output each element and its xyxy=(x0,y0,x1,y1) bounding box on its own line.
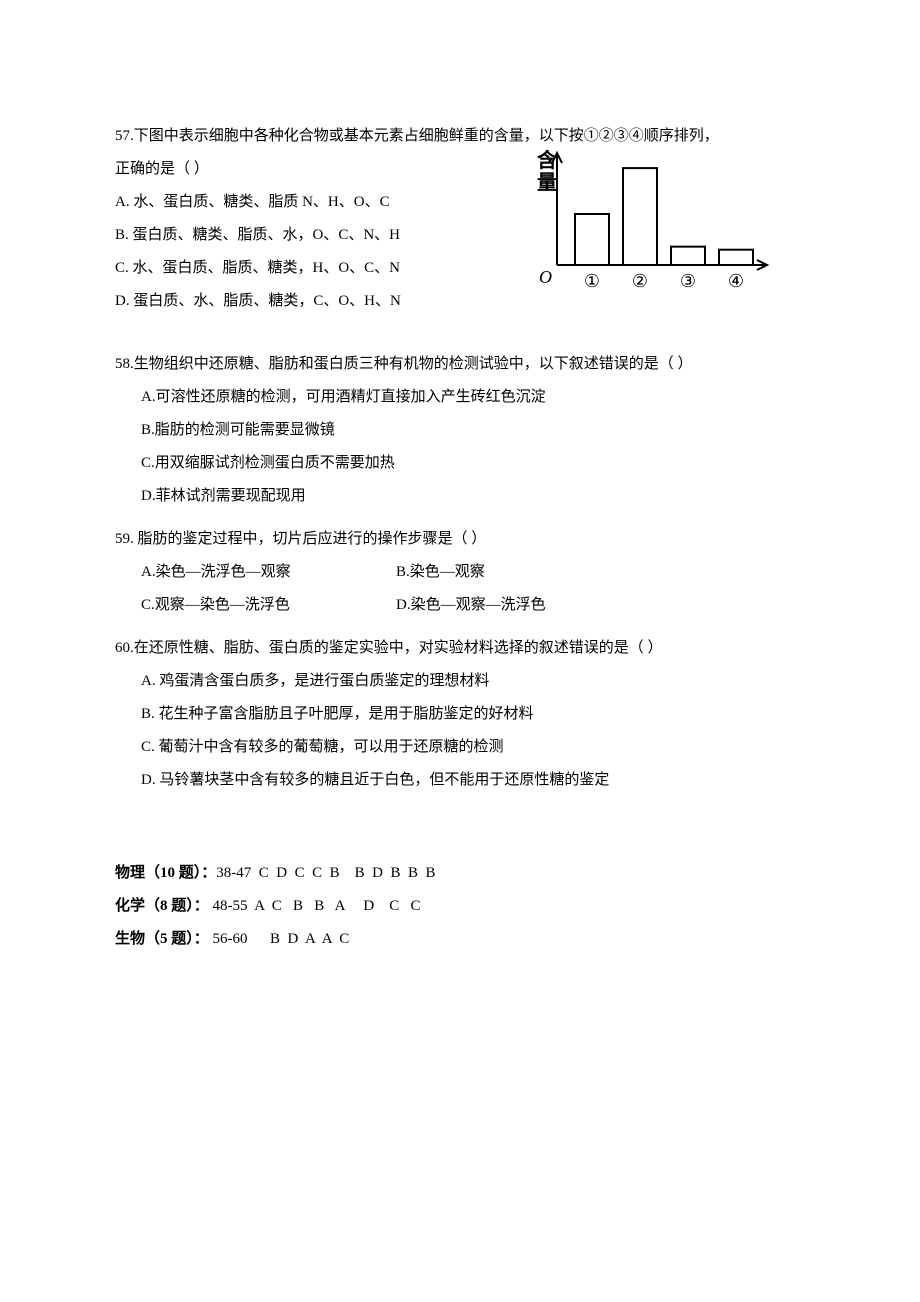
answer-biology-letters: B D A A C xyxy=(248,923,350,956)
q57-bar-chart: 含量 O ① ② ③ ④ xyxy=(525,145,775,305)
q58-option-d: D.菲林试剂需要现配现用 xyxy=(115,480,805,513)
q60-option-a: A. 鸡蛋清含蛋白质多，是进行蛋白质鉴定的理想材料 xyxy=(115,665,805,698)
answer-key: 物理（10 题）： 38-47 C D C C B B D B B B 化学（8… xyxy=(115,857,805,956)
question-59: 59. 脂肪的鉴定过程中，切片后应进行的操作步骤是（ ） A.染色—洗浮色—观察… xyxy=(115,523,805,622)
svg-text:量: 量 xyxy=(537,171,557,194)
q58-stem: 58.生物组织中还原糖、脂肪和蛋白质三种有机物的检测试验中，以下叙述错误的是（ … xyxy=(115,348,805,381)
svg-text:①: ① xyxy=(584,271,600,291)
svg-text:③: ③ xyxy=(680,271,696,291)
q60-option-d: D. 马铃薯块茎中含有较多的糖且近于白色，但不能用于还原性糖的鉴定 xyxy=(115,764,805,797)
q57-option-a: A. 水、蛋白质、糖类、脂质 N、H、O、C xyxy=(115,186,525,219)
q60-stem: 60.在还原性糖、脂肪、蛋白质的鉴定实验中，对实验材料选择的叙述错误的是（ ） xyxy=(115,632,805,665)
svg-text:含: 含 xyxy=(537,148,558,172)
answer-biology: 生物（5 题）： 56-60 B D A A C xyxy=(115,923,805,956)
question-60: 60.在还原性糖、脂肪、蛋白质的鉴定实验中，对实验材料选择的叙述错误的是（ ） … xyxy=(115,632,805,797)
q57-stem-line2: 正确的是（ ） xyxy=(115,153,525,186)
answer-physics-letters: C D C C B B D B B B xyxy=(251,857,435,890)
answer-chemistry-range: 48-55 xyxy=(209,890,248,923)
answer-biology-label: 生物（5 题）： xyxy=(115,923,209,956)
q59-option-c: C.观察—染色—洗浮色 xyxy=(141,589,396,622)
q57-option-b: B. 蛋白质、糖类、脂质、水，O、C、N、H xyxy=(115,219,525,252)
q58-option-b: B.脂肪的检测可能需要显微镜 xyxy=(115,414,805,447)
q60-option-b: B. 花生种子富含脂肪且子叶肥厚，是用于脂肪鉴定的好材料 xyxy=(115,698,805,731)
answer-physics-range: 38-47 xyxy=(216,857,251,890)
q58-option-c: C.用双缩脲试剂检测蛋白质不需要加热 xyxy=(115,447,805,480)
answer-physics-label: 物理（10 题）： xyxy=(115,857,216,890)
q59-option-a: A.染色—洗浮色—观察 xyxy=(141,556,396,589)
answer-biology-range: 56-60 xyxy=(209,923,248,956)
svg-text:④: ④ xyxy=(728,271,744,291)
q59-stem: 59. 脂肪的鉴定过程中，切片后应进行的操作步骤是（ ） xyxy=(115,523,805,556)
answer-chemistry: 化学（8 题）： 48-55 A C B B A D C C xyxy=(115,890,805,923)
svg-text:②: ② xyxy=(632,271,648,291)
question-58: 58.生物组织中还原糖、脂肪和蛋白质三种有机物的检测试验中，以下叙述错误的是（ … xyxy=(115,348,805,513)
q59-option-d: D.染色—观察—洗浮色 xyxy=(396,589,546,622)
question-57: 57.下图中表示细胞中各种化合物或基本元素占细胞鲜重的含量，以下按①②③④顺序排… xyxy=(115,120,805,318)
answer-physics: 物理（10 题）： 38-47 C D C C B B D B B B xyxy=(115,857,805,890)
svg-text:O: O xyxy=(539,267,552,287)
q60-option-c: C. 葡萄汁中含有较多的葡萄糖，可以用于还原糖的检测 xyxy=(115,731,805,764)
q59-option-b: B.染色—观察 xyxy=(396,556,485,589)
q57-option-d: D. 蛋白质、水、脂质、糖类，C、O、H、N xyxy=(115,285,525,318)
answer-chemistry-letters: A C B B A D C C xyxy=(248,890,421,923)
q57-option-c: C. 水、蛋白质、脂质、糖类，H、O、C、N xyxy=(115,252,525,285)
q58-option-a: A.可溶性还原糖的检测，可用酒精灯直接加入产生砖红色沉淀 xyxy=(115,381,805,414)
answer-chemistry-label: 化学（8 题）： xyxy=(115,890,209,923)
